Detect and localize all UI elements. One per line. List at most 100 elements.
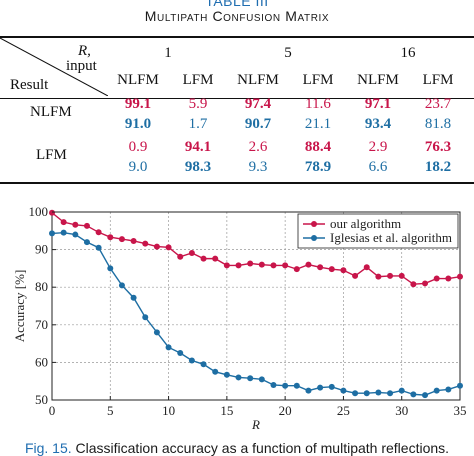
ours-data-point — [375, 273, 382, 280]
iglesias-value-cell: 9.3 — [248, 159, 268, 175]
table-header-rule — [0, 98, 474, 99]
ours-data-point — [305, 261, 312, 268]
class-column-header: LFM — [302, 72, 334, 88]
iglesias-value-cell: 6.6 — [368, 159, 388, 175]
ours-data-point — [49, 209, 55, 216]
table-bottom-rule — [0, 182, 474, 184]
iglesias-data-point — [83, 239, 90, 246]
y-tick-label: 80 — [35, 279, 48, 294]
iglesias-data-point — [387, 390, 394, 397]
ours-data-point — [212, 255, 219, 262]
ours-data-point — [235, 262, 242, 269]
x-tick-label: 30 — [395, 403, 408, 418]
ours-data-point — [188, 249, 195, 256]
ours-data-point — [177, 253, 184, 260]
figure-caption: Fig. 15. Classification accuracy as a fu… — [0, 440, 474, 456]
iglesias-data-point — [95, 244, 102, 251]
ours-value-cell: 76.3 — [424, 139, 452, 155]
iglesias-data-point — [258, 376, 265, 383]
r-value-header: 5 — [284, 45, 292, 61]
y-axis-label: Accuracy [%] — [12, 270, 27, 343]
ours-value-cell: 2.9 — [368, 139, 388, 155]
y-tick-label: 100 — [29, 204, 49, 219]
iglesias-data-point — [177, 350, 184, 356]
iglesias-data-point — [235, 374, 242, 381]
iglesias-data-point — [398, 387, 405, 394]
ours-value-cell: 23.7 — [424, 96, 452, 112]
iglesias-data-point — [293, 382, 300, 389]
ours-data-point — [130, 237, 137, 244]
y-tick-label: 60 — [35, 354, 48, 369]
iglesias-data-point — [270, 381, 277, 388]
x-tick-label: 35 — [454, 403, 467, 418]
ours-data-point — [165, 244, 172, 251]
ours-data-point — [83, 222, 90, 229]
class-column-header: NLFM — [357, 72, 399, 88]
input-label: input — [66, 58, 97, 74]
iglesias-data-point — [445, 386, 452, 393]
legend-box — [297, 213, 459, 249]
iglesias-data-point — [118, 282, 125, 289]
iglesias-data-point — [212, 368, 219, 375]
iglesias-data-point — [142, 314, 149, 321]
ours-data-point — [363, 264, 370, 271]
iglesias-data-point — [72, 231, 79, 238]
iglesias-data-point — [282, 382, 289, 389]
iglesias-data-point — [130, 294, 137, 301]
legend-ours-marker — [311, 221, 317, 227]
ours-data-point — [398, 272, 405, 279]
iglesias-series-line — [51, 231, 461, 396]
ours-data-point — [387, 272, 394, 279]
result-label: Result — [10, 77, 49, 93]
ours-data-point — [118, 236, 125, 243]
legend-iglesias-label: Iglesias et al. algorithm — [330, 230, 452, 245]
ours-data-point — [153, 243, 160, 250]
iglesias-value-cell: 91.0 — [124, 116, 152, 132]
ours-data-point — [142, 240, 149, 247]
iglesias-value-cell: 21.1 — [304, 116, 332, 132]
chart-series — [49, 209, 463, 399]
iglesias-data-point — [352, 390, 359, 397]
ours-data-point — [282, 262, 289, 269]
iglesias-value-cell: 78.9 — [304, 159, 332, 175]
iglesias-data-point — [363, 390, 370, 397]
iglesias-data-point — [153, 329, 160, 336]
ours-value-cell: 5.9 — [188, 96, 208, 112]
ours-data-point — [433, 275, 440, 282]
ours-data-point — [457, 273, 463, 280]
ours-data-point — [95, 229, 102, 236]
ours-data-point — [247, 260, 254, 267]
accuracy-chart: 50 60 70 80 90 100 0 5 10 15 20 25 30 35 R Accuracy [%]… — [12, 204, 467, 432]
iglesias-data-point — [317, 384, 324, 391]
x-tick-label: 10 — [162, 403, 175, 418]
x-tick-label: 25 — [337, 403, 350, 418]
plot-frame — [51, 211, 461, 401]
r-value-header: 16 — [400, 45, 416, 61]
figure-number: Fig. 15. — [24, 440, 72, 456]
class-column-header: NLFM — [237, 72, 279, 88]
chart-ticks: 50 60 70 80 90 100 0 5 10 15 20 25 30 35 R Accuracy [%] — [12, 204, 467, 432]
y-tick-label: 50 — [35, 392, 48, 407]
ours-data-point — [200, 255, 207, 262]
iglesias-value-cell: 18.2 — [424, 159, 452, 175]
iglesias-data-point — [188, 357, 195, 364]
ours-value-cell: 0.9 — [128, 139, 148, 155]
iglesias-value-cell: 90.7 — [244, 116, 272, 132]
ours-data-point — [328, 266, 335, 273]
table-top-rule — [0, 36, 474, 38]
figure-caption-text: Classification accuracy as a function of… — [75, 440, 450, 456]
ours-value-cell: 2.6 — [248, 139, 268, 155]
y-tick-label: 70 — [35, 317, 48, 332]
ours-data-point — [445, 275, 452, 282]
y-tick-label: 90 — [35, 242, 48, 257]
ours-data-point — [72, 221, 79, 228]
ours-data-point — [317, 264, 324, 271]
iglesias-data-point — [410, 391, 417, 398]
ours-data-point — [422, 280, 429, 287]
ours-data-point — [223, 262, 230, 269]
table-number: TABLE III — [205, 0, 269, 9]
iglesias-data-point — [375, 389, 382, 396]
ours-value-cell: 99.1 — [124, 96, 152, 112]
iglesias-data-point — [340, 387, 347, 394]
ours-data-point — [340, 267, 347, 274]
